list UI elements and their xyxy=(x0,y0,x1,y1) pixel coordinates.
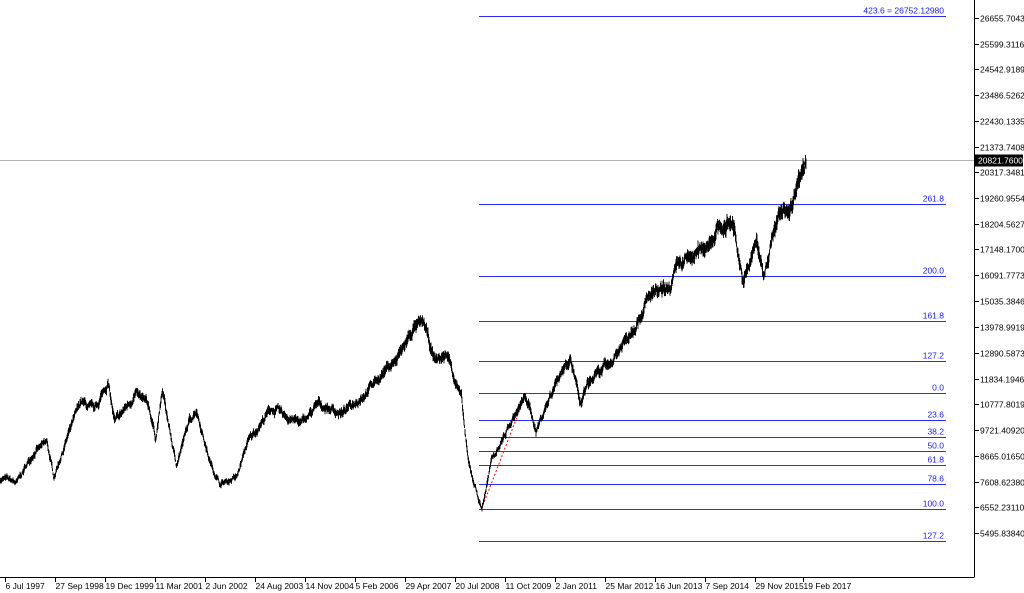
fib-level-label: 61.8 xyxy=(927,455,944,465)
fib-level-label: 127.2 xyxy=(923,531,945,541)
x-tick-label: 2 Jan 2011 xyxy=(556,581,598,591)
y-tick-label: 18204.56270 xyxy=(980,220,1024,230)
y-tick-label: 26655.70430 xyxy=(980,14,1024,24)
y-tick-label: 10777.80190 xyxy=(980,400,1024,410)
x-axis: 6 Jul 1997 27 Sep 1998 19 Dec 1999 11 Mar 2… xyxy=(5,577,852,591)
y-tick-label: 5495.83840 xyxy=(980,529,1024,539)
y-tick-label: 24542.91890 xyxy=(980,65,1024,75)
x-tick-label: 7 Sep 2014 xyxy=(706,581,750,591)
fib-level-label: 0.0 xyxy=(932,383,944,393)
x-tick-label: 24 Aug 2003 xyxy=(256,581,304,591)
x-tick-label: 19 Feb 2017 xyxy=(804,581,852,591)
x-tick-label: 6 Jul 1997 xyxy=(6,581,45,591)
fibonacci-levels: 423.6 = 26752.12980 261.8 200.0 161.8 127.2 0… xyxy=(479,6,946,542)
fib-level-label: 50.0 xyxy=(927,441,944,451)
x-tick-label: 11 Oct 2009 xyxy=(506,581,552,591)
x-tick-label: 25 Mar 2012 xyxy=(606,581,654,591)
fib-level-label: 423.6 = 26752.12980 xyxy=(863,6,944,16)
x-tick-label: 20 Jul 2008 xyxy=(456,581,500,591)
x-tick-label: 27 Sep 1998 xyxy=(56,581,104,591)
y-tick-label: 22430.13350 xyxy=(980,117,1024,127)
x-tick-label: 5 Feb 2006 xyxy=(356,581,399,591)
x-tick-label: 16 Jun 2013 xyxy=(656,581,703,591)
y-tick-label: 6552.23110 xyxy=(980,503,1024,513)
y-tick-label: 16091.77730 xyxy=(980,271,1024,281)
current-price-label: 20821.76000 xyxy=(978,156,1024,166)
y-tick-label: 21373.74080 xyxy=(980,143,1024,153)
current-price-tag-bg xyxy=(975,154,1023,167)
current-price-tag: 20821.76000 xyxy=(975,154,1024,167)
plot-background xyxy=(0,0,974,577)
fib-level-label: 200.0 xyxy=(923,266,945,276)
fib-level-label: 161.8 xyxy=(923,311,945,321)
price-last-bar xyxy=(802,159,807,167)
y-tick-label: 23486.52620 xyxy=(980,91,1024,101)
y-tick-label: 12890.58730 xyxy=(980,349,1024,359)
fib-level-label: 23.6 xyxy=(927,410,944,420)
x-tick-label: 29 Apr 2007 xyxy=(406,581,452,591)
fib-level-label: 100.0 xyxy=(923,499,945,509)
x-tick-label: 14 Nov 2004 xyxy=(306,581,354,591)
fib-level-label: 78.6 xyxy=(927,474,944,484)
fib-level-label: 127.2 xyxy=(923,351,945,361)
fib-level-label: 261.8 xyxy=(923,194,945,204)
x-tick-label: 29 Nov 2015 xyxy=(756,581,804,591)
y-tick-label: 25599.31160 xyxy=(980,40,1024,50)
y-axis: 26655.70430 25599.31160 24542.91890 23486.5… xyxy=(974,14,1024,539)
y-tick-label: 20317.34810 xyxy=(980,168,1024,178)
y-tick-label: 9721.40920 xyxy=(980,426,1024,436)
x-tick-label: 2 Jun 2002 xyxy=(206,581,248,591)
price-series xyxy=(0,154,807,512)
fib-level-label: 38.2 xyxy=(927,427,944,437)
y-tick-label: 13978.99190 xyxy=(980,323,1024,333)
y-tick-label: 11834.19460 xyxy=(980,375,1024,385)
y-tick-label: 7608.62380 xyxy=(980,478,1024,488)
price-bars xyxy=(0,154,807,512)
y-tick-label: 15035.38460 xyxy=(980,297,1024,307)
x-tick-label: 11 Mar 2001 xyxy=(156,581,203,591)
y-tick-label: 17148.17000 xyxy=(980,245,1024,255)
y-tick-label: 8665.01650 xyxy=(980,452,1024,462)
x-tick-label: 19 Dec 1999 xyxy=(106,581,154,591)
y-tick-label: 19260.95540 xyxy=(980,194,1024,204)
